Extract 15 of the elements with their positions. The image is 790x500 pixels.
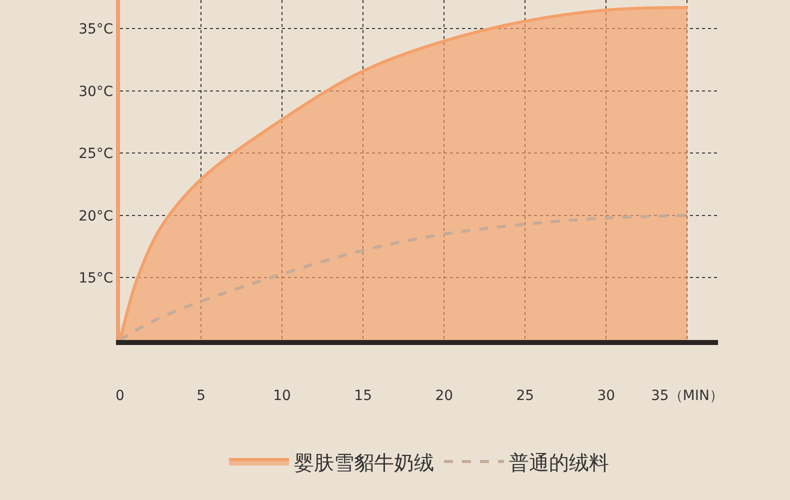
x-tick-label: 30 (597, 388, 616, 404)
x-tick-label: 25 (516, 388, 534, 404)
x-tick-label: 35（MIN） (650, 388, 724, 404)
x-tick-label: 5 (196, 388, 206, 404)
x-tick-label: 0 (116, 388, 124, 404)
legend-label: 普通的绒料 (509, 450, 609, 474)
x-tick-label: 15 (354, 388, 372, 404)
y-tick-label: 15°C (78, 270, 114, 287)
y-tick-label: 25°C (78, 146, 114, 162)
legend-label: 婴肤雪貂牛奶绒 (294, 450, 434, 474)
x-tick-label: 20 (435, 388, 454, 404)
x-tick-label: 10 (273, 388, 291, 404)
y-tick-label: 20°C (78, 208, 114, 224)
y-tick-label: 35°C (78, 22, 114, 38)
y-tick-label: 30°C (78, 84, 114, 100)
